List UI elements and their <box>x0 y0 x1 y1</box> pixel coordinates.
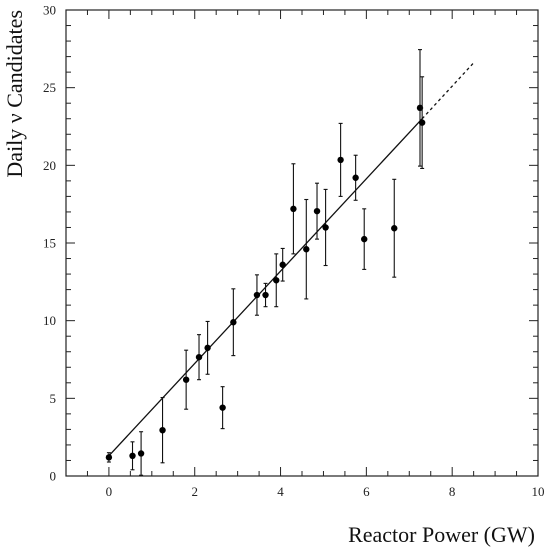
data-point <box>219 404 226 411</box>
x-tick-label: 2 <box>191 484 198 499</box>
data-point <box>313 207 321 215</box>
data-point <box>273 277 280 284</box>
y-tick-label: 0 <box>50 469 57 484</box>
y-tick-label: 25 <box>43 80 56 95</box>
data-point <box>303 246 310 253</box>
y-tick-label: 20 <box>43 158 56 173</box>
y-tick-label: 10 <box>43 313 56 328</box>
x-tick-label: 0 <box>106 484 113 499</box>
y-axis-title: Daily ν Candidates <box>2 10 27 178</box>
data-point <box>129 452 136 460</box>
data-point <box>253 291 261 299</box>
fit-extrapolation-line <box>421 62 475 120</box>
data-point <box>137 450 145 457</box>
data-point <box>230 319 237 326</box>
y-tick-label: 15 <box>43 236 56 251</box>
x-axis-title: Reactor Power (GW) <box>348 522 535 547</box>
data-point <box>337 156 344 164</box>
data-point <box>105 454 113 461</box>
data-point <box>391 225 398 232</box>
data-point <box>361 235 368 243</box>
plot-frame <box>65 9 539 477</box>
x-tick-label: 8 <box>449 484 456 499</box>
x-tick-label: 10 <box>532 484 545 499</box>
data-point <box>279 261 286 268</box>
y-tick-label: 30 <box>43 3 56 18</box>
data-point <box>262 291 269 299</box>
data-point <box>195 353 203 361</box>
data-point <box>204 344 211 352</box>
data-point <box>182 376 190 383</box>
data-point <box>352 174 359 181</box>
x-tick-label: 4 <box>277 484 284 499</box>
data-point <box>290 205 297 213</box>
x-tick-label: 6 <box>363 484 370 499</box>
y-tick-label: 5 <box>50 391 57 406</box>
data-point <box>418 119 426 126</box>
data-point <box>322 224 329 231</box>
data-point <box>159 426 166 434</box>
